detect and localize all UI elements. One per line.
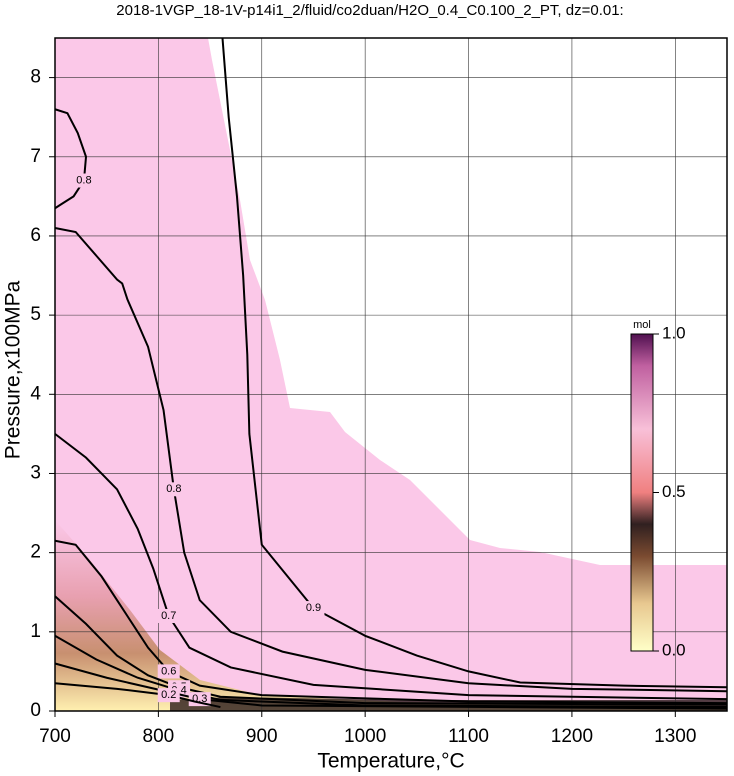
contour-line: [54, 595, 728, 706]
colorbar-tick-label: 1.0: [662, 323, 686, 342]
colorbar-tick-label: 0.0: [662, 640, 686, 659]
contour-label: 0.2: [161, 689, 176, 701]
x-tick-label: 1100: [448, 726, 489, 747]
contour-label-bg: [162, 482, 185, 497]
chart-title: 2018-1VGP_18-1V-p14i1_2/fluid/co2duan/H2…: [116, 2, 623, 19]
y-tick-label: 3: [30, 462, 41, 483]
x-tick-label: 1200: [551, 726, 593, 747]
contour-label: 0.7: [161, 610, 176, 622]
colorbar-tick-label: 0.5: [662, 482, 686, 501]
y-tick-label: 6: [30, 225, 41, 246]
contour-label: 0.8: [76, 174, 91, 186]
contour-label-bg: [188, 692, 211, 707]
contour-line: [54, 539, 728, 705]
y-tick-label: 1: [30, 621, 41, 642]
contour-label-bg: [157, 664, 180, 679]
x-tick-label: 1000: [344, 726, 386, 747]
contour-label-bg: [302, 601, 325, 616]
y-tick-label: 7: [30, 146, 41, 167]
x-tick-label: 1300: [654, 726, 696, 747]
contour-line: [221, 37, 728, 689]
contour-line: [54, 108, 88, 210]
y-axis-label: Pressure,x100MPa: [2, 280, 25, 459]
x-tick-label: 700: [39, 726, 71, 747]
colorbar: [630, 333, 654, 652]
y-tick-label: 5: [30, 304, 41, 325]
field-low: [55, 520, 727, 711]
x-tick-label: 800: [143, 726, 175, 747]
x-axis-label: Temperature,°C: [317, 750, 464, 773]
x-tick-label: 900: [246, 726, 278, 747]
y-tick-label: 0: [30, 700, 41, 721]
y-tick-label: 2: [30, 542, 41, 563]
y-tick-label: 8: [30, 67, 41, 88]
contour-label: 0.9: [306, 602, 321, 614]
contour-label: 0.6: [161, 665, 176, 677]
field: [55, 38, 727, 711]
colorbar-label: mol: [633, 319, 651, 331]
y-tick-label: 4: [30, 383, 41, 404]
contour-label-bg: [72, 173, 95, 188]
contour-label: 0.8: [166, 483, 181, 495]
contour-label-bg: [157, 608, 180, 623]
plot-frame: [54, 37, 728, 712]
contour-label-bg: [157, 688, 180, 703]
